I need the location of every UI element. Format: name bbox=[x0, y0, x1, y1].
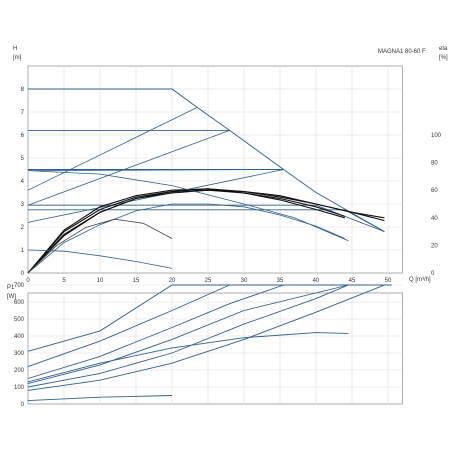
flow-tick-label: 50 bbox=[385, 278, 392, 284]
flow-tick-label: 0 bbox=[26, 278, 30, 284]
head-tick-label: 1 bbox=[21, 248, 25, 254]
pump-model-label: MAGNA1 80-60 F bbox=[378, 49, 426, 55]
power-curve bbox=[27, 284, 349, 385]
system-curve bbox=[27, 130, 230, 206]
power-curve bbox=[27, 284, 349, 388]
eta-tick-label: 80 bbox=[431, 161, 438, 167]
eta-tick-label: 0 bbox=[431, 271, 435, 277]
efficiency-curve bbox=[27, 188, 345, 274]
power-axis-label: P1 bbox=[7, 285, 15, 291]
flow-tick-label: 10 bbox=[97, 278, 104, 284]
eta-tick-label: 20 bbox=[431, 243, 438, 249]
eta-axis-unit: [%] bbox=[439, 55, 448, 61]
head-axis-unit: [m] bbox=[13, 55, 22, 61]
power-tick-label: 700 bbox=[14, 283, 25, 289]
power-tick-label: 600 bbox=[14, 300, 25, 306]
power-tick-label: 200 bbox=[14, 368, 25, 374]
flow-tick-label: 25 bbox=[205, 278, 212, 284]
power-axis-unit: [W] bbox=[7, 294, 16, 300]
efficiency-curve bbox=[27, 203, 345, 274]
head-tick-label: 8 bbox=[21, 87, 25, 93]
flow-tick-label: 5 bbox=[62, 278, 66, 284]
head-tick-label: 4 bbox=[21, 179, 25, 185]
power-curve bbox=[27, 284, 230, 368]
bottom-plot-grid: 0 100 200 300 400 500 600 700 bbox=[14, 283, 403, 408]
head-tick-label: 7 bbox=[21, 110, 25, 116]
head-tick-label: 5 bbox=[21, 156, 25, 162]
power-curve bbox=[27, 332, 349, 383]
power-curve bbox=[27, 284, 392, 352]
power-curve bbox=[27, 284, 284, 379]
head-curve bbox=[28, 209, 385, 232]
efficiency-curve bbox=[27, 170, 349, 242]
axis-labels: H [m] eta [%] MAGNA1 80-60 F Q [m³/h] P1… bbox=[7, 46, 448, 300]
power-tick-label: 100 bbox=[14, 385, 25, 391]
flow-tick-label: 45 bbox=[349, 278, 356, 284]
system-curve bbox=[27, 107, 198, 191]
top-plot-curves bbox=[27, 88, 385, 274]
efficiency-curve bbox=[27, 189, 345, 274]
power-tick-label: 300 bbox=[14, 351, 25, 357]
flow-tick-label: 20 bbox=[169, 278, 176, 284]
flow-tick-label: 30 bbox=[241, 278, 248, 284]
eta-tick-label: 40 bbox=[431, 216, 438, 222]
power-curve bbox=[27, 395, 173, 402]
eta-tick-label: 60 bbox=[431, 188, 438, 194]
efficiency-curve bbox=[27, 218, 173, 274]
head-curve bbox=[28, 204, 385, 233]
bottom-plot-frame bbox=[27, 292, 403, 405]
flow-axis-label: Q [m³/h] bbox=[409, 277, 431, 283]
head-axis-label: H bbox=[13, 46, 17, 52]
efficiency-curve bbox=[27, 249, 173, 269]
head-tick-label: 6 bbox=[21, 133, 25, 139]
head-tick-label: 0 bbox=[21, 271, 25, 277]
eta-tick-label: 100 bbox=[431, 133, 442, 139]
efficiency-curve bbox=[27, 189, 385, 274]
power-curve bbox=[27, 284, 385, 391]
flow-tick-label: 40 bbox=[313, 278, 320, 284]
system-curve bbox=[27, 169, 284, 171]
eta-axis-label: eta bbox=[439, 46, 448, 52]
head-tick-label: 2 bbox=[21, 225, 25, 231]
flow-tick-label: 15 bbox=[133, 278, 140, 284]
flow-tick-label: 35 bbox=[277, 278, 284, 284]
power-tick-label: 400 bbox=[14, 334, 25, 340]
bottom-plot-curves bbox=[27, 284, 392, 402]
power-tick-label: 500 bbox=[14, 317, 25, 323]
power-tick-label: 0 bbox=[21, 402, 25, 408]
head-tick-label: 3 bbox=[21, 202, 25, 208]
